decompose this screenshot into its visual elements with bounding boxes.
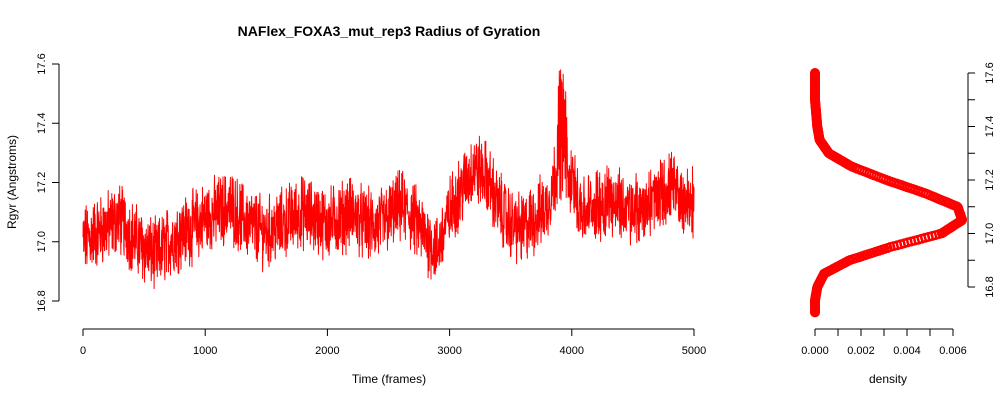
density-x-tick-label: 0.002 (847, 345, 875, 357)
main-y-tick-label: 16.8 (36, 290, 48, 311)
density-x-axis-title: density (869, 372, 907, 386)
main-x-tick-label: 1000 (193, 345, 217, 357)
density-y-tick-label: 17.6 (984, 62, 996, 83)
density-y-tick-label: 17.4 (984, 116, 996, 137)
density-x-tick-label: 0.006 (939, 345, 967, 357)
density-x-tick-label: 0.004 (893, 345, 921, 357)
main-x-tick-label: 2000 (315, 345, 339, 357)
main-x-axis-title: Time (frames) (352, 372, 426, 386)
main-y-axis-title: Rgyr (Angstroms) (5, 135, 19, 229)
density-plot: 0.000 0.002 0.004 0.006 16.8 17.0 17.2 17.4 17.… (801, 62, 996, 386)
main-y-tick-label: 17.0 (36, 231, 48, 252)
main-y-tick-label: 17.2 (36, 172, 48, 193)
density-point (810, 68, 820, 78)
rgyr-series-line (82, 69, 695, 290)
main-y-tick-label: 17.6 (36, 53, 48, 74)
density-x-tick-label: 0.000 (801, 345, 829, 357)
main-x-tick-label: 5000 (682, 345, 706, 357)
main-x-tick-label: 0 (80, 345, 86, 357)
main-x-tick-label: 3000 (437, 345, 461, 357)
density-y-tick-label: 16.8 (984, 276, 996, 297)
main-y-tick-label: 17.4 (36, 113, 48, 134)
main-x-tick-label: 4000 (560, 345, 584, 357)
density-y-tick-label: 17.0 (984, 223, 996, 244)
density-y-tick-label: 17.2 (984, 169, 996, 190)
main-plot: 0 1000 2000 3000 4000 5000 16.8 17.0 17.2 17.4 17… (5, 53, 706, 386)
chart-title: NAFlex_FOXA3_mut_rep3 Radius of Gyration (238, 23, 541, 39)
